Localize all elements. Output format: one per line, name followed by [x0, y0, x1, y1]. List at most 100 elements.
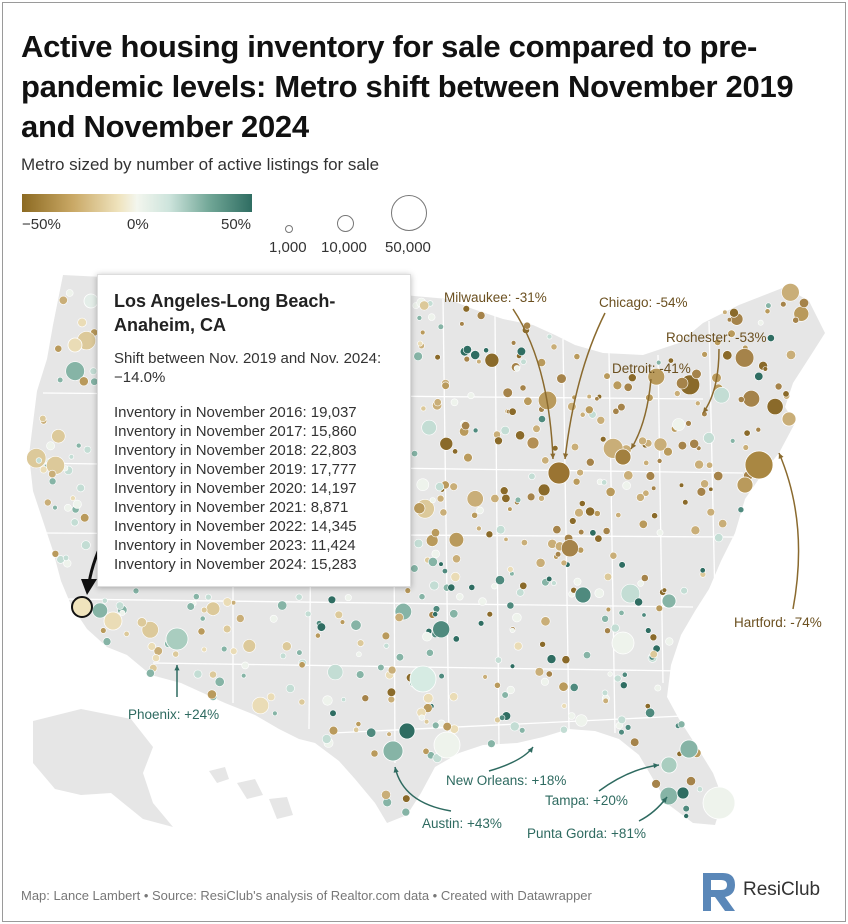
metro-bubble[interactable] [677, 441, 688, 451]
metro-bubble[interactable] [381, 631, 391, 641]
metro-bubble[interactable] [402, 794, 411, 803]
dallas-bubble[interactable] [409, 665, 437, 693]
philadelphia-bubble[interactable] [736, 476, 754, 494]
metro-bubble[interactable] [281, 641, 292, 652]
metro-bubble[interactable] [51, 429, 66, 444]
las-vegas-bubble[interactable] [103, 611, 123, 631]
metro-bubble[interactable] [701, 351, 708, 358]
metro-bubble[interactable] [726, 317, 733, 323]
metro-bubble[interactable] [589, 529, 597, 537]
metro-bubble[interactable] [433, 398, 442, 407]
metro-bubble[interactable] [765, 302, 772, 309]
metro-bubble[interactable] [610, 623, 620, 633]
atlanta-bubble[interactable] [611, 631, 635, 655]
tampa-bubble[interactable] [660, 756, 678, 774]
metro-bubble[interactable] [578, 500, 586, 507]
metro-bubble[interactable] [655, 604, 663, 612]
metro-bubble[interactable] [599, 436, 607, 443]
los-angeles-highlighted-bubble[interactable] [71, 596, 93, 618]
metro-bubble[interactable] [621, 671, 628, 678]
metro-bubble[interactable] [476, 506, 484, 515]
charlotte-bubble[interactable] [661, 593, 677, 609]
metro-bubble[interactable] [427, 557, 438, 567]
metro-bubble[interactable] [696, 786, 703, 793]
metro-bubble[interactable] [501, 691, 509, 699]
metro-bubble[interactable] [48, 469, 57, 479]
metro-bubble[interactable] [439, 508, 448, 517]
metro-bubble[interactable] [509, 627, 516, 633]
metro-bubble[interactable] [438, 561, 444, 567]
metro-bubble[interactable] [520, 539, 528, 547]
metro-bubble[interactable] [353, 726, 360, 733]
metro-bubble[interactable] [470, 350, 481, 360]
metro-bubble[interactable] [404, 587, 411, 594]
metro-bubble[interactable] [603, 572, 613, 582]
metro-bubble[interactable] [618, 609, 625, 616]
metro-bubble[interactable] [328, 725, 339, 736]
metro-bubble[interactable] [655, 359, 662, 366]
metro-bubble[interactable] [236, 614, 245, 623]
metro-bubble[interactable] [75, 442, 82, 449]
metro-bubble[interactable] [420, 329, 426, 336]
metro-bubble[interactable] [452, 448, 459, 455]
metro-bubble[interactable] [387, 695, 395, 704]
metro-bubble[interactable] [638, 519, 648, 529]
metro-bubble[interactable] [617, 403, 626, 412]
metro-bubble[interactable] [500, 425, 510, 436]
metro-bubble[interactable] [617, 715, 626, 724]
metro-bubble[interactable] [76, 483, 85, 493]
metro-bubble[interactable] [417, 340, 423, 347]
metro-bubble[interactable] [152, 654, 160, 662]
metro-bubble[interactable] [653, 437, 668, 452]
metro-bubble[interactable] [558, 681, 569, 692]
metro-bubble[interactable] [734, 348, 755, 368]
metro-bubble[interactable] [663, 447, 673, 457]
metro-bubble[interactable] [499, 486, 509, 496]
metro-bubble[interactable] [459, 321, 465, 327]
metro-bubble[interactable] [58, 295, 68, 305]
metro-bubble[interactable] [316, 622, 327, 632]
metro-bubble[interactable] [594, 396, 600, 402]
metro-bubble[interactable] [569, 517, 577, 525]
metro-bubble[interactable] [65, 289, 74, 297]
metro-bubble[interactable] [594, 534, 603, 543]
metro-bubble[interactable] [89, 367, 98, 376]
metro-bubble[interactable] [573, 577, 582, 586]
metro-bubble[interactable] [413, 502, 426, 515]
metro-bubble[interactable] [694, 400, 701, 407]
metro-bubble[interactable] [209, 670, 217, 679]
metro-bubble[interactable] [729, 438, 736, 444]
metro-bubble[interactable] [441, 568, 448, 575]
metro-bubble[interactable] [556, 373, 567, 384]
metro-bubble[interactable] [429, 497, 436, 504]
metro-bubble[interactable] [503, 536, 509, 542]
metro-bubble[interactable] [418, 714, 425, 721]
metro-bubble[interactable] [638, 436, 647, 446]
metro-bubble[interactable] [757, 319, 764, 326]
metro-bubble[interactable] [65, 361, 85, 381]
metro-bubble[interactable] [767, 334, 775, 342]
metro-bubble[interactable] [35, 457, 43, 464]
metro-bubble[interactable] [509, 721, 520, 732]
metro-bubble[interactable] [39, 465, 48, 474]
metro-bubble[interactable] [48, 477, 57, 486]
metro-bubble[interactable] [419, 300, 430, 311]
metro-bubble[interactable] [624, 724, 632, 731]
metro-bubble[interactable] [539, 640, 546, 648]
metro-bubble[interactable] [672, 418, 685, 431]
metro-bubble[interactable] [661, 587, 668, 593]
metro-bubble[interactable] [490, 493, 500, 503]
metro-bubble[interactable] [602, 697, 609, 705]
metro-bubble[interactable] [694, 459, 704, 470]
metro-bubble[interactable] [119, 609, 126, 616]
metro-bubble[interactable] [462, 305, 470, 313]
metro-bubble[interactable] [78, 376, 89, 387]
metro-bubble[interactable] [622, 481, 631, 490]
metro-bubble[interactable] [46, 441, 55, 451]
metro-bubble[interactable] [680, 586, 688, 595]
metro-bubble[interactable] [551, 580, 557, 586]
metro-bubble[interactable] [101, 597, 108, 604]
metro-bubble[interactable] [604, 627, 611, 635]
metro-bubble[interactable] [43, 498, 52, 507]
metro-bubble[interactable] [585, 506, 595, 517]
